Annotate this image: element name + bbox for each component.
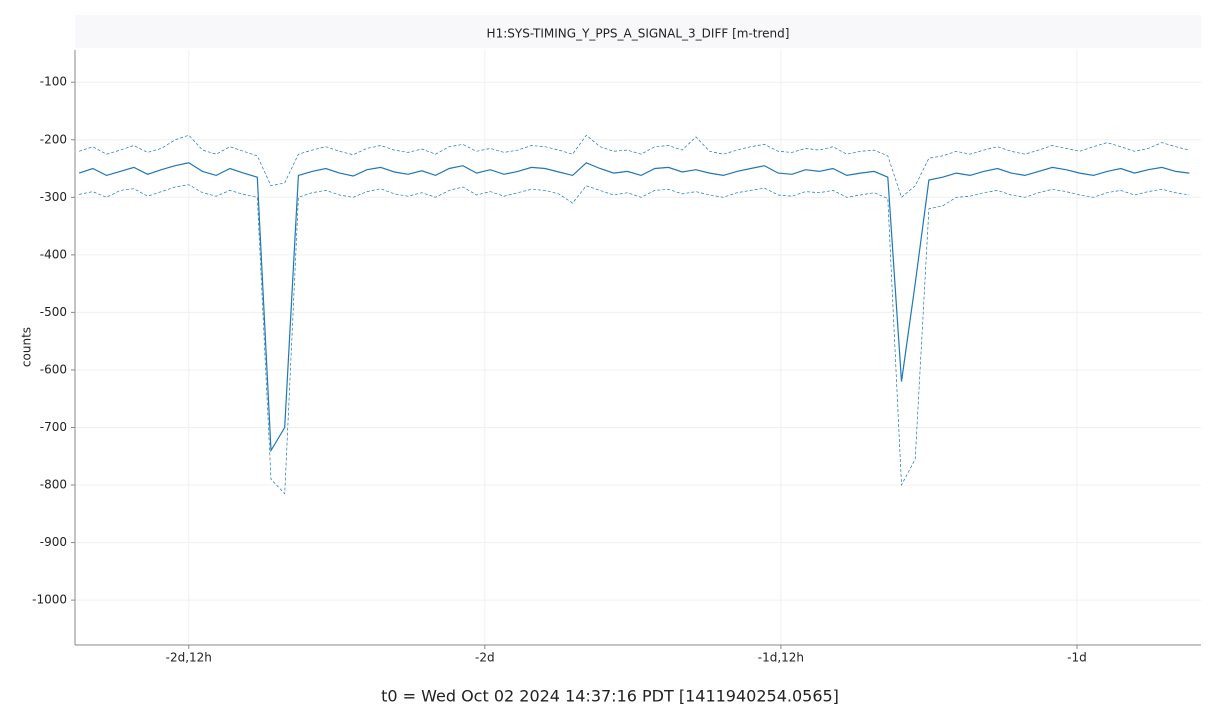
x-tick-label: -2d <box>475 651 495 665</box>
y-tick-label: -600 <box>40 362 67 376</box>
y-tick-label: -200 <box>40 132 67 146</box>
y-tick-label: -800 <box>40 478 67 492</box>
chart-title: H1:SYS-TIMING_Y_PPS_A_SIGNAL_3_DIFF [m-t… <box>487 27 790 41</box>
series-line <box>78 162 1190 453</box>
series-line <box>78 134 1190 198</box>
y-tick-label: -500 <box>40 305 67 319</box>
y-tick-label: -900 <box>40 535 67 549</box>
y-axis-label: counts <box>20 327 34 367</box>
y-tick-label: -400 <box>40 247 67 261</box>
y-tick-label: -100 <box>40 75 67 89</box>
x-tick-label: -2d,12h <box>166 651 212 665</box>
series-line <box>79 184 1190 495</box>
y-tick-label: -700 <box>40 420 67 434</box>
x-tick-label: -1d <box>1067 651 1087 665</box>
x-tick-label: -1d,12h <box>758 651 804 665</box>
y-tick-label: -1000 <box>32 593 67 607</box>
y-tick-label: -300 <box>40 190 67 204</box>
title-band <box>75 15 1201 48</box>
t0-annotation: t0 = Wed Oct 02 2024 14:37:16 PDT [14119… <box>381 687 839 706</box>
